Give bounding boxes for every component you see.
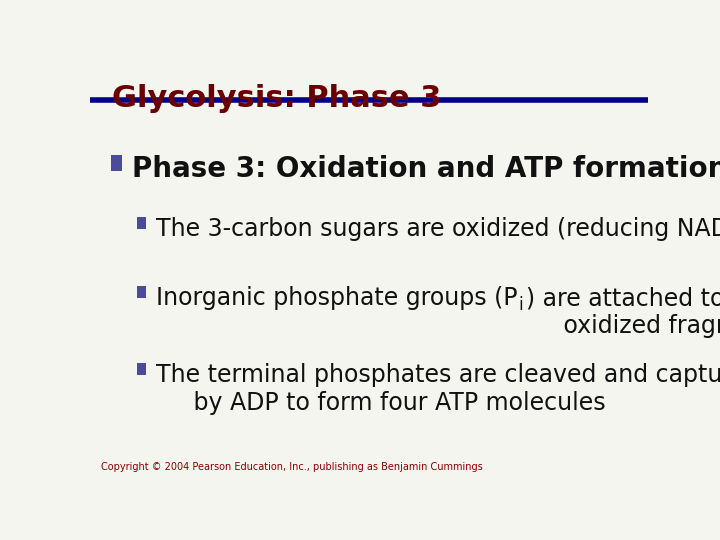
Text: Inorganic phosphate groups (P: Inorganic phosphate groups (P [156,286,518,310]
FancyBboxPatch shape [138,286,145,298]
Text: The terminal phosphates are cleaved and captured
     by ADP to form four ATP mo: The terminal phosphates are cleaved and … [156,363,720,415]
FancyBboxPatch shape [138,363,145,375]
Text: The 3-carbon sugars are oxidized (reducing NAD: The 3-carbon sugars are oxidized (reduci… [156,218,720,241]
Text: Glycolysis: Phase 3: Glycolysis: Phase 3 [112,84,441,112]
FancyBboxPatch shape [138,218,145,229]
Text: ) are attached to each
     oxidized fragment: ) are attached to each oxidized fragment [526,286,720,338]
Text: i: i [518,296,523,314]
Text: Phase 3: Oxidation and ATP formation: Phase 3: Oxidation and ATP formation [132,155,720,183]
FancyBboxPatch shape [111,155,122,171]
Text: Copyright © 2004 Pearson Education, Inc., publishing as Benjamin Cummings: Copyright © 2004 Pearson Education, Inc.… [101,462,483,472]
